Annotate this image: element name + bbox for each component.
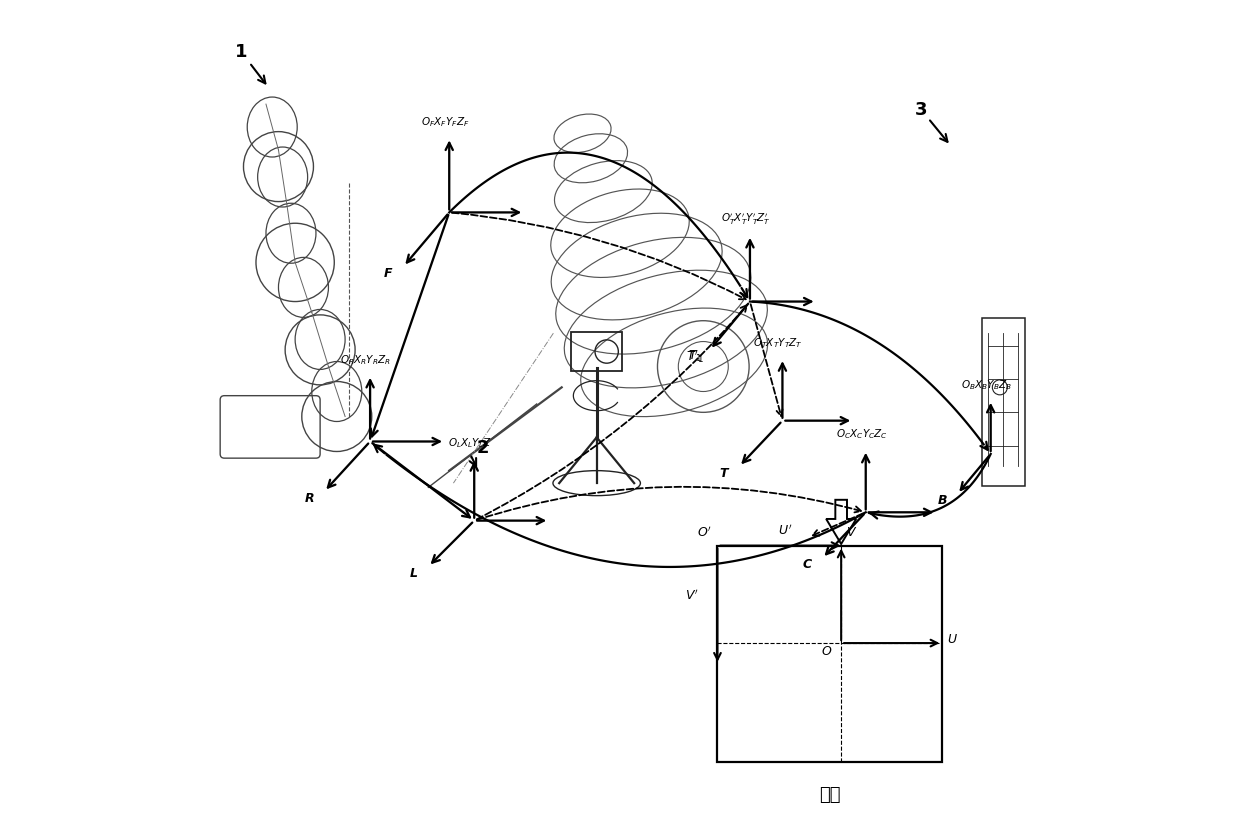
Text: $V$: $V$ — [847, 526, 858, 539]
Text: 3: 3 — [915, 101, 928, 119]
Text: $O_F X_F Y_F Z_F$: $O_F X_F Y_F Z_F$ — [420, 115, 469, 129]
Text: $T_1$: $T_1$ — [688, 349, 702, 364]
Text: F: F — [384, 267, 393, 280]
Text: 1: 1 — [234, 43, 247, 62]
Text: 2: 2 — [476, 439, 489, 457]
Text: $O_T X_T Y_T Z_T$: $O_T X_T Y_T Z_T$ — [754, 336, 804, 350]
Polygon shape — [826, 500, 856, 544]
Text: $V'$: $V'$ — [686, 588, 699, 603]
Text: $U'$: $U'$ — [777, 523, 792, 538]
Text: L: L — [409, 566, 418, 580]
Text: C: C — [802, 558, 812, 571]
Text: $O_R X_R Y_R Z_R$: $O_R X_R Y_R Z_R$ — [340, 352, 392, 367]
Text: $O'$: $O'$ — [697, 526, 713, 541]
Text: $O$: $O$ — [821, 645, 833, 658]
Text: $U$: $U$ — [947, 633, 959, 646]
Text: $T'_1$: $T'_1$ — [686, 348, 704, 365]
Text: $O_C X_C Y_C Z_C$: $O_C X_C Y_C Z_C$ — [836, 427, 888, 441]
Text: $O_T' X_T' Y_T' Z_T'$: $O_T' X_T' Y_T' Z_T'$ — [720, 212, 771, 227]
Text: $O_L X_L Y_L Z$: $O_L X_L Y_L Z$ — [448, 436, 492, 450]
Text: $O_B X_B Y_B Z_B$: $O_B X_B Y_B Z_B$ — [961, 377, 1012, 392]
Text: R: R — [305, 491, 314, 505]
Text: T: T — [720, 466, 728, 480]
Text: B: B — [937, 494, 947, 507]
Text: 图像: 图像 — [820, 786, 841, 804]
